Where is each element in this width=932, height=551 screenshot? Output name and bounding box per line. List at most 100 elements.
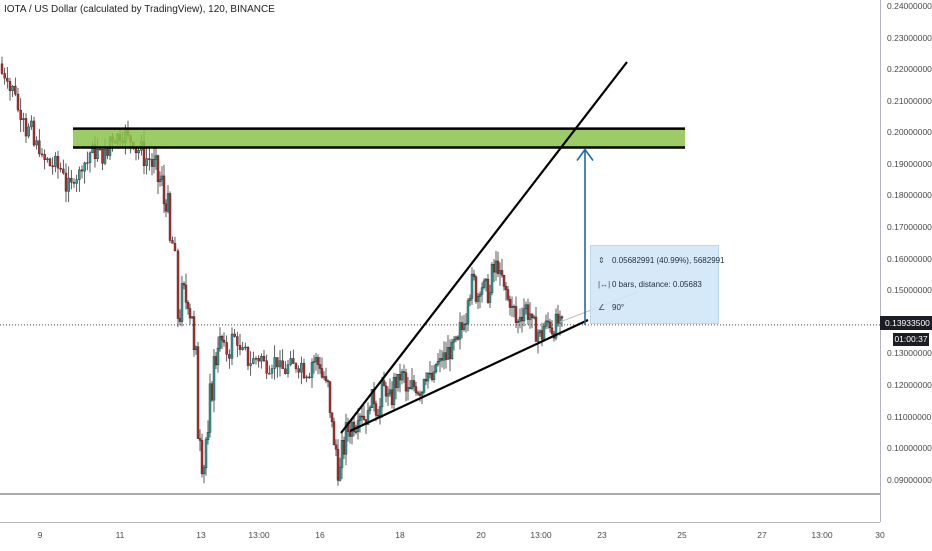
candle-down [456,336,460,340]
candle-up [434,363,438,373]
candle-up [300,363,303,373]
time-tick-label: 27 [757,530,767,540]
candle-down [418,393,422,396]
candle-down [70,177,73,183]
candle-up [305,376,308,379]
candle-down [148,158,151,160]
candle-up [488,292,492,303]
candle-up [218,336,222,349]
candle-down [162,175,166,205]
measure-bars-row: |↔| 0 bars, distance: 0.05683 [598,280,702,289]
candle-up [436,361,440,365]
time-tick-label: 23 [597,530,607,540]
candle-down [402,371,406,373]
candle-down [32,120,36,146]
candle-down [80,169,84,172]
candle-up [446,347,450,360]
candle-up [368,407,372,411]
candle-up [544,320,548,327]
candle-down [376,415,380,417]
candle-down [342,440,346,455]
candle-down [276,357,279,368]
candle-down [504,286,508,290]
candle-down [56,156,60,169]
candle-up [516,321,520,323]
candle-down [164,203,168,212]
candle-up [289,358,292,365]
candle-down [512,306,516,308]
candle-up [254,358,258,360]
candle-up [366,410,370,425]
candle-down [408,387,412,389]
candle-up [454,336,458,340]
candle-up [312,361,316,363]
price-tick-label: 0.22000000 [887,64,932,75]
time-tick-label: 13:00 [811,530,833,540]
candle-down [233,333,236,337]
candle-down [398,374,402,381]
candle-down [101,148,104,164]
candle-down [220,336,224,341]
candle-down [486,278,490,303]
candle-up [478,294,482,297]
candle-down [332,421,336,446]
candle-down [222,339,226,343]
chart-canvas[interactable] [0,0,880,522]
price-tick-label: 0.20000000 [887,127,932,138]
candle-down [460,322,464,330]
time-tick-label: 13:00 [248,530,270,540]
candle-up [498,270,502,274]
candle-up [278,360,282,368]
candle-down [171,240,174,244]
price-tick-label: 0.23000000 [887,32,932,43]
price-tick-label: 0.16000000 [887,253,932,264]
candle-up [344,422,348,455]
candle-down [428,372,432,375]
candle-up [466,300,470,324]
candle-down [150,159,154,167]
candle-down [530,313,534,318]
candle-up [30,120,33,128]
candle-up [518,317,522,322]
candle-down [360,415,364,418]
candle-down [24,118,28,137]
time-tick-label: 9 [37,530,43,540]
candle-down [352,421,356,432]
candle-down [14,85,17,95]
candle-up [152,159,156,167]
candle-down [550,327,554,334]
candle-up [400,371,404,381]
candle-down [182,283,186,286]
candle-up [510,306,514,308]
candle-down [414,386,418,393]
candle-down [281,360,284,370]
candle-up [103,148,107,164]
price-tick-label: 0.18000000 [887,190,932,201]
candle-down [238,345,242,350]
candle-up [464,323,468,325]
candle-down [526,304,530,320]
candle-down [257,358,260,362]
candle-down [334,444,338,450]
candle-up [410,380,414,389]
candle-up [536,332,540,342]
time-axis[interactable]: 9 11 13 13:00 16 18 20 13:00 23 25 27 13:00 30 [0,522,885,551]
candle-down [506,289,510,300]
candle-down [492,264,496,273]
candle-down [324,376,328,381]
candle-up [396,374,400,388]
candle-up [249,363,252,366]
candle-up [202,467,206,475]
price-tick-label: 0.11000000 [887,411,932,422]
candle-up [212,356,216,401]
price-axis[interactable]: 0.24000000 0.23000000 0.22000000 0.21000000… [880,0,932,522]
candle-up [86,162,89,164]
price-range-icon: ⇕ [598,256,605,265]
bar-countdown-badge: 01:00:37 [893,333,929,346]
chart-area[interactable]: IOTA / US Dollar (calculated by TradingV… [0,0,880,522]
candle-down [520,317,524,322]
candle-down [302,363,306,379]
candle-down [262,356,266,362]
candle-down [424,379,428,382]
measure-price-row: ⇕ 0.05682991 (40.99%), 5682991 [598,256,725,265]
